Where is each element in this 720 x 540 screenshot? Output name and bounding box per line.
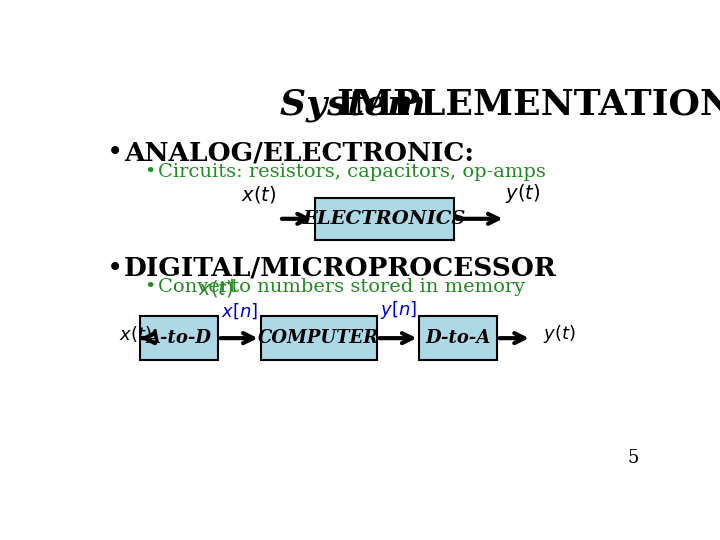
Text: Circuits: resistors, capacitors, op-amps: Circuits: resistors, capacitors, op-amps (158, 164, 546, 181)
Text: $y(t)$: $y(t)$ (505, 182, 540, 205)
Text: $x(t)$: $x(t)$ (199, 278, 234, 299)
Text: DIGITAL/MICROPROCESSOR: DIGITAL/MICROPROCESSOR (124, 256, 557, 281)
Text: A-to-D: A-to-D (147, 329, 212, 347)
FancyBboxPatch shape (315, 198, 454, 240)
Text: •: • (144, 164, 156, 181)
Text: 5: 5 (627, 449, 639, 467)
Text: $x(t)$: $x(t)$ (241, 184, 276, 205)
FancyBboxPatch shape (261, 316, 377, 361)
Text: $y(t)$: $y(t)$ (544, 323, 576, 345)
Text: •: • (144, 278, 156, 296)
Text: System: System (280, 88, 438, 122)
FancyBboxPatch shape (140, 316, 218, 361)
Text: •: • (107, 256, 123, 283)
Text: D-to-A: D-to-A (426, 329, 491, 347)
Text: •: • (107, 140, 123, 167)
Text: $x(t)$: $x(t)$ (119, 325, 151, 345)
Text: ANALOG/ELECTRONIC:: ANALOG/ELECTRONIC: (124, 140, 474, 165)
Text: ELECTRONICS: ELECTRONICS (303, 210, 466, 228)
FancyBboxPatch shape (419, 316, 497, 361)
Text: to numbers stored in memory: to numbers stored in memory (225, 278, 525, 296)
Text: COMPUTER: COMPUTER (258, 329, 379, 347)
Text: Convert: Convert (158, 278, 243, 296)
Text: $x[n]$: $x[n]$ (220, 302, 258, 321)
Text: $y[n]$: $y[n]$ (379, 299, 417, 321)
Text: IMPLEMENTATION: IMPLEMENTATION (336, 88, 720, 122)
